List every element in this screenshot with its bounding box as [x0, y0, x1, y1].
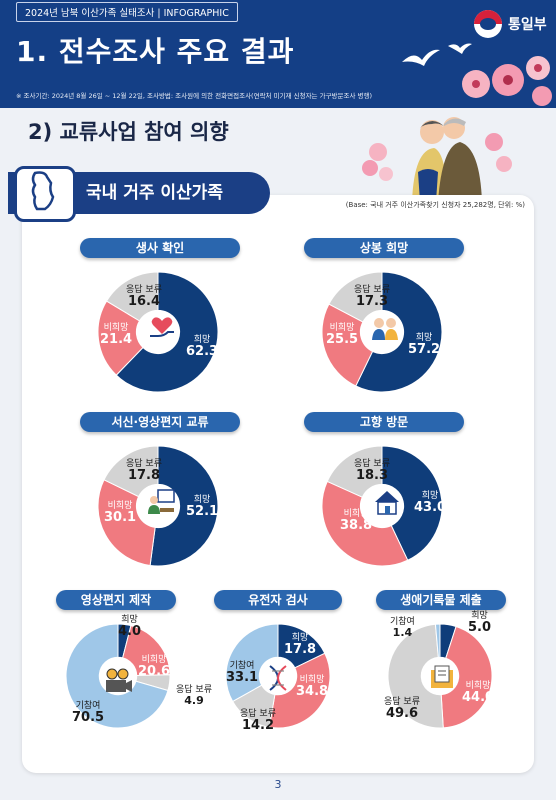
taegeuk-icon	[474, 10, 502, 38]
label-video-no: 비희망 20.6	[138, 655, 171, 680]
slice-letter-exchange-pending	[103, 445, 159, 498]
label-dna-yes: 희망 17.8	[284, 633, 317, 658]
label-video-yes: 희망 4.0	[118, 615, 142, 640]
slice-hometown-visit-yes	[381, 445, 443, 561]
donut-chart-survival-check	[97, 271, 219, 393]
ministry-logo: 통일부	[474, 10, 547, 38]
header-banner	[0, 0, 556, 108]
chart-title-life-records: 생애기록물 제출	[376, 590, 506, 610]
label-hometown-yes: 희망 43.0	[414, 491, 447, 516]
label-dna-participated: 기참여 33.1	[226, 661, 259, 686]
label-dna-no: 비희망 34.8	[296, 675, 329, 700]
label-reunion-yes: 희망 57.2	[408, 333, 441, 358]
label-letter-pending: 응답 보류 17.8	[126, 459, 162, 484]
donut-chart-reunion	[321, 271, 443, 393]
page-title: 1. 전수조사 주요 결과	[16, 35, 295, 68]
chart-title-reunion: 상봉 희망	[304, 238, 464, 258]
slice-dna-test-no	[268, 652, 331, 729]
label-records-yes: 희망 5.0	[468, 611, 492, 636]
slice-survival-check-yes	[115, 271, 219, 393]
slice-reunion-yes	[355, 271, 443, 393]
label-video-participated: 기참여 70.5	[72, 701, 105, 726]
bird-icon	[402, 43, 472, 66]
slice-life-records-no	[440, 625, 493, 729]
label-survival-yes: 희망 62.3	[186, 335, 219, 360]
chart-title-letter-exchange: 서신·영상편지 교류	[80, 412, 240, 432]
donut-chart-letter-exchange	[97, 445, 219, 567]
ministry-name: 통일부	[508, 17, 547, 33]
label-hometown-no: 비희망 38.8	[340, 509, 373, 534]
slice-life-records-pending	[387, 623, 444, 729]
slice-reunion-no	[321, 303, 374, 387]
label-records-no: 비희망 44.0	[462, 681, 495, 706]
page-number: 3	[274, 778, 282, 791]
chart-title-video-letter: 영상편지 제작	[56, 590, 176, 610]
house-icon	[375, 491, 399, 515]
label-survival-pending: 응답 보류 16.4	[126, 285, 162, 310]
slice-letter-exchange-yes	[149, 445, 219, 567]
slice-hometown-visit-pending	[326, 445, 383, 498]
flower-decoration-icon	[462, 56, 552, 106]
label-video-pending: 응답 보류 4.9	[176, 685, 212, 708]
document-folder-icon	[431, 665, 453, 688]
base-note: (Base: 국내 거주 이산가족찾기 신청자 25,282명, 단위: %)	[345, 201, 525, 209]
band-title: 국내 거주 이산가족	[86, 183, 223, 203]
slice-dna-test-participated	[225, 623, 279, 703]
section-subtitle: 2) 교류사업 참여 의향	[28, 120, 229, 144]
reunion-people-icon	[372, 318, 398, 340]
label-hometown-pending: 응답 보류 18.3	[354, 459, 390, 484]
chart-title-survival-check: 생사 확인	[80, 238, 240, 258]
label-records-participated: 기참여 1.4	[390, 617, 415, 640]
slice-reunion-pending	[328, 271, 383, 323]
label-survival-no: 비희망 21.4	[100, 323, 133, 348]
label-reunion-pending: 응답 보류 17.3	[354, 285, 390, 310]
slice-survival-check-pending	[105, 271, 159, 322]
report-tag: 2024년 남북 이산가족 실태조사 | INFOGRAPHIC	[16, 2, 238, 22]
chart-title-hometown-visit: 고향 방문	[304, 412, 464, 432]
slice-hometown-visit-no	[321, 480, 409, 567]
label-letter-yes: 희망 52.1	[186, 495, 219, 520]
heart-hand-icon	[150, 317, 174, 337]
slice-survival-check-no	[97, 300, 144, 376]
video-camera-icon	[106, 668, 132, 692]
chart-title-dna-test: 유전자 검사	[214, 590, 342, 610]
label-reunion-no: 비희망 25.5	[326, 323, 359, 348]
label-records-pending: 응답 보류 49.6	[384, 697, 420, 722]
korea-map-icon	[14, 166, 76, 222]
slice-letter-exchange-no	[97, 479, 156, 567]
label-letter-no: 비희망 30.1	[104, 501, 137, 526]
dna-icon	[269, 665, 287, 691]
donut-chart-hometown-visit	[321, 445, 443, 567]
survey-note: ※ 조사기간: 2024년 8월 26일 ~ 12월 22일, 조사방법: 조사…	[16, 92, 373, 100]
letter-writing-icon	[148, 489, 175, 514]
elderly-couple-illustration	[362, 117, 512, 202]
slice-video-letter-participated	[65, 623, 169, 729]
slice-life-records-participated	[434, 623, 441, 658]
slice-video-letter-no	[122, 625, 171, 677]
label-dna-pending: 응답 보류 14.2	[240, 709, 276, 734]
